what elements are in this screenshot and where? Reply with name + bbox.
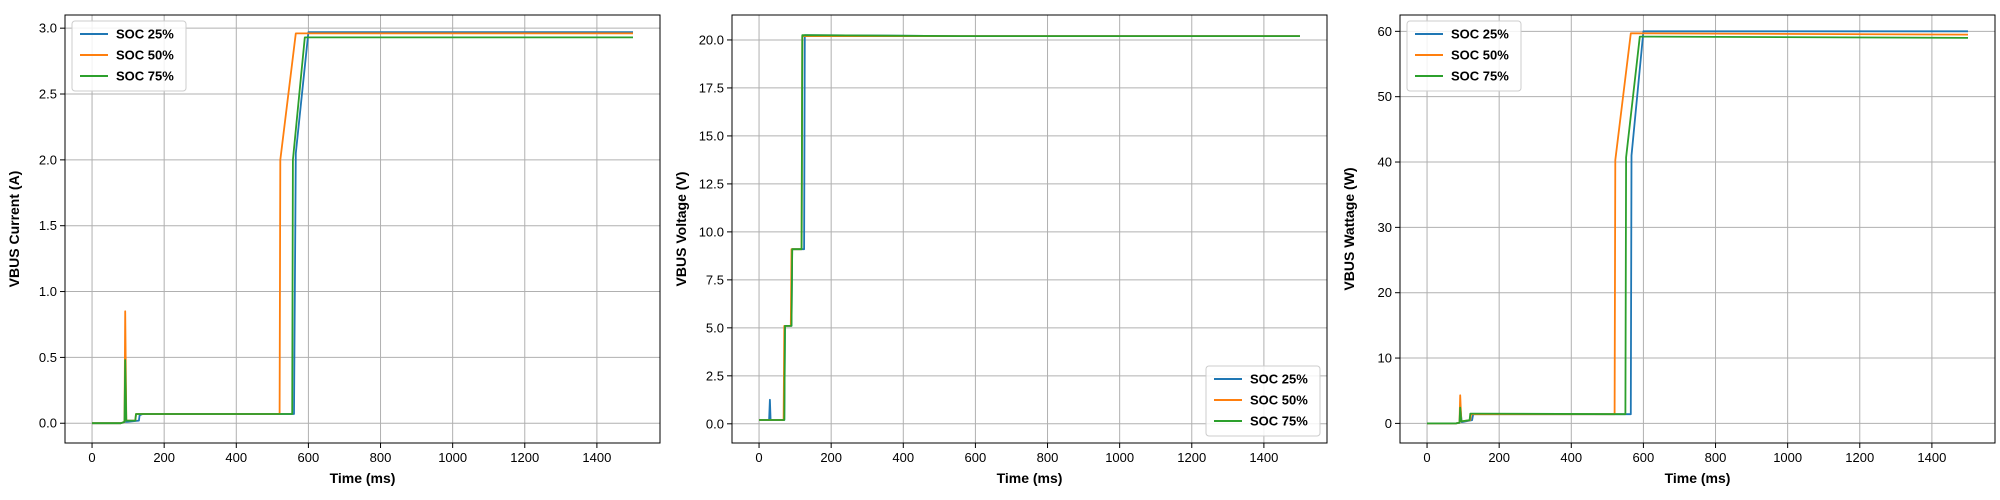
y-axis-label: VBUS Current (A) xyxy=(6,171,22,288)
x-tick-label: 1000 xyxy=(438,450,467,465)
legend-label: SOC 50% xyxy=(1250,393,1308,408)
plot-frame xyxy=(1399,14,1996,444)
y-tick-label: 7.5 xyxy=(706,272,724,287)
legend-box xyxy=(1406,20,1522,92)
y-tick-label: 1.5 xyxy=(39,218,57,233)
x-tick-label: 0 xyxy=(1423,450,1430,465)
x-tick-label: 1400 xyxy=(582,450,611,465)
x-tick-label: 1200 xyxy=(1177,450,1206,465)
x-axis-label: Time (ms) xyxy=(1665,470,1731,486)
y-tick-label: 3.0 xyxy=(39,21,57,36)
legend-label: SOC 25% xyxy=(1451,27,1509,42)
chart-3: 0 200 400 600 800 1000 1200 1400 0 10 20 30 40 50 60 Ti… xyxy=(1341,14,1996,486)
y-tick-label: 0.0 xyxy=(39,416,57,431)
x-tick-label: 800 xyxy=(1705,450,1727,465)
legend: SOC 25% SOC 50% SOC 75% xyxy=(1205,365,1321,437)
series-line-3 xyxy=(759,34,1300,421)
y-tick-label: 5.0 xyxy=(706,320,724,335)
legend-label: SOC 75% xyxy=(1451,69,1509,84)
legend-label: SOC 75% xyxy=(116,69,174,84)
x-tick-label: 1000 xyxy=(1773,450,1802,465)
x-tick-label: 400 xyxy=(1560,450,1582,465)
x-tick-label: 400 xyxy=(892,450,914,465)
chart-1: 0 200 400 600 800 1000 1200 1400 0.0 0.5 1.0 1.5 2.0… xyxy=(6,14,661,486)
legend-box xyxy=(1205,365,1321,437)
y-tick-label: 0 xyxy=(1385,416,1392,431)
legend-label: SOC 25% xyxy=(116,27,174,42)
plot-frame xyxy=(731,14,1328,444)
x-tick-label: 0 xyxy=(755,450,762,465)
x-tick-label: 1200 xyxy=(1845,450,1874,465)
x-tick-label: 1200 xyxy=(510,450,539,465)
x-tick-label: 200 xyxy=(153,450,175,465)
y-tick-label: 20.0 xyxy=(699,32,724,47)
y-tick-label: 1.0 xyxy=(39,284,57,299)
legend-label: SOC 75% xyxy=(1250,414,1308,429)
y-tick-label: 2.5 xyxy=(39,87,57,102)
y-tick-label: 2.0 xyxy=(39,152,57,167)
x-tick-label: 1000 xyxy=(1105,450,1134,465)
x-tick-label: 200 xyxy=(1488,450,1510,465)
legend-label: SOC 25% xyxy=(1250,372,1308,387)
x-axis-label: Time (ms) xyxy=(997,470,1063,486)
series-line-3 xyxy=(1427,35,1969,425)
x-tick-label: 0 xyxy=(88,450,95,465)
x-tick-label: 800 xyxy=(1037,450,1059,465)
y-tick-label: 2.5 xyxy=(706,368,724,383)
x-tick-label: 600 xyxy=(1633,450,1655,465)
x-tick-label: 1400 xyxy=(1917,450,1946,465)
y-tick-label: 60 xyxy=(1378,24,1392,39)
x-tick-label: 1400 xyxy=(1249,450,1278,465)
legend-label: SOC 50% xyxy=(1451,48,1509,63)
y-tick-label: 30 xyxy=(1378,220,1392,235)
x-tick-label: 400 xyxy=(225,450,247,465)
y-axis-label: VBUS Wattage (W) xyxy=(1341,167,1357,290)
y-axis-label: VBUS Voltage (V) xyxy=(673,172,689,287)
x-tick-label: 600 xyxy=(298,450,320,465)
y-tick-label: 0.5 xyxy=(39,350,57,365)
legend: SOC 25% SOC 50% SOC 75% xyxy=(71,20,187,92)
y-tick-label: 20 xyxy=(1378,285,1392,300)
x-tick-label: 800 xyxy=(370,450,392,465)
series-line-3 xyxy=(92,36,633,425)
y-tick-label: 40 xyxy=(1378,155,1392,170)
legend-box xyxy=(71,20,187,92)
x-tick-label: 600 xyxy=(965,450,987,465)
plot-frame xyxy=(64,14,661,444)
x-axis-label: Time (ms) xyxy=(330,470,396,486)
legend: SOC 25% SOC 50% SOC 75% xyxy=(1406,20,1522,92)
y-tick-label: 15.0 xyxy=(699,128,724,143)
y-tick-label: 17.5 xyxy=(699,80,724,95)
y-tick-label: 50 xyxy=(1378,89,1392,104)
x-tick-label: 200 xyxy=(820,450,842,465)
y-tick-label: 10 xyxy=(1378,351,1392,366)
chart-2: 0 200 400 600 800 1000 1200 1400 0.0 2.5 5.0 7.5 10.… xyxy=(673,14,1328,486)
legend-label: SOC 50% xyxy=(116,48,174,63)
y-tick-label: 10.0 xyxy=(699,224,724,239)
y-tick-label: 12.5 xyxy=(699,176,724,191)
y-tick-label: 0.0 xyxy=(706,416,724,431)
